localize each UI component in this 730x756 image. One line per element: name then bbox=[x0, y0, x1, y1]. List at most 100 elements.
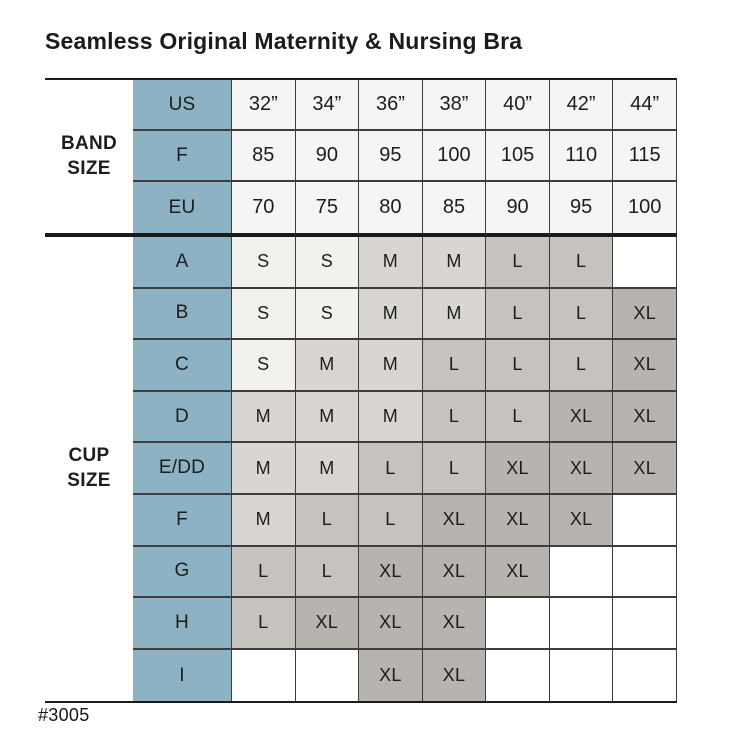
cup-size-label: CUP SIZE bbox=[45, 237, 133, 702]
empty-cell bbox=[486, 598, 550, 650]
band-value-cell: 42” bbox=[549, 80, 614, 131]
empty-cell bbox=[613, 237, 677, 289]
cup-row-header-d: D bbox=[133, 391, 232, 444]
band-row-header-us: US bbox=[133, 80, 232, 131]
cup-size-cell: S bbox=[295, 237, 360, 289]
band-value-cell: 90 bbox=[295, 131, 360, 182]
cup-size-cell: XL bbox=[422, 494, 487, 547]
band-value-cell: 44” bbox=[613, 80, 677, 131]
cup-size-cell: M bbox=[232, 494, 296, 547]
empty-cell bbox=[549, 649, 614, 702]
empty-cell bbox=[549, 598, 614, 650]
band-value-cell: 70 bbox=[232, 182, 296, 233]
cup-size-cell: L bbox=[549, 288, 614, 341]
band-value-cell: 100 bbox=[422, 131, 487, 182]
section-divider bbox=[45, 233, 677, 237]
cup-size-cell: M bbox=[295, 443, 360, 495]
empty-cell bbox=[295, 649, 360, 702]
band-value-cell: 34” bbox=[295, 80, 360, 131]
empty-cell bbox=[549, 546, 614, 599]
cup-size-cell: XL bbox=[486, 443, 550, 495]
band-value-cell: 95 bbox=[359, 131, 423, 182]
cup-size-section: CUP SIZE A S S M M L L B S S M M L L XL C S M M L L L XL D M M M L L X… bbox=[45, 237, 677, 702]
band-value-cell: 100 bbox=[613, 182, 677, 233]
cup-row-header-f: F bbox=[133, 494, 232, 547]
band-value-cell: 85 bbox=[232, 131, 296, 182]
size-chart-table: BAND SIZE US 32” 34” 36” 38” 40” 42” 44” F 85 90 95 1… bbox=[45, 78, 677, 704]
cup-size-cell: M bbox=[295, 391, 360, 444]
band-row-header-eu: EU bbox=[133, 182, 232, 233]
cup-row-header-c: C bbox=[133, 340, 232, 392]
band-value-cell: 110 bbox=[549, 131, 614, 182]
cup-size-cell: XL bbox=[295, 598, 360, 650]
cup-size-cell: L bbox=[549, 340, 614, 392]
cup-size-cell: L bbox=[486, 237, 550, 289]
cup-size-cell: XL bbox=[549, 494, 614, 547]
band-value-cell: 105 bbox=[486, 131, 550, 182]
cup-size-cell: M bbox=[359, 340, 423, 392]
band-size-section: BAND SIZE US 32” 34” 36” 38” 40” 42” 44” F 85 90 95 1… bbox=[45, 80, 677, 233]
empty-cell bbox=[232, 649, 296, 702]
cup-row-header-h: H bbox=[133, 598, 232, 650]
cup-size-cell: M bbox=[232, 443, 296, 495]
cup-size-cell: S bbox=[232, 288, 296, 341]
band-value-cell: 80 bbox=[359, 182, 423, 233]
cup-row-header-a: A bbox=[133, 237, 232, 289]
cup-row-header-g: G bbox=[133, 546, 232, 599]
band-value-cell: 95 bbox=[549, 182, 614, 233]
cup-size-cell: XL bbox=[549, 443, 614, 495]
cup-size-cell: M bbox=[359, 288, 423, 341]
empty-cell bbox=[613, 649, 677, 702]
cup-row-header-e-dd: E/DD bbox=[133, 443, 232, 495]
cup-size-cell: S bbox=[232, 237, 296, 289]
cup-size-cell: L bbox=[422, 391, 487, 444]
empty-cell bbox=[613, 546, 677, 599]
cup-size-cell: XL bbox=[613, 443, 677, 495]
cup-row-header-i: I bbox=[133, 649, 232, 702]
cup-size-cell: XL bbox=[422, 546, 487, 599]
cup-size-cell: L bbox=[295, 546, 360, 599]
cup-size-cell: L bbox=[486, 288, 550, 341]
band-value-cell: 32” bbox=[232, 80, 296, 131]
cup-row-header-b: B bbox=[133, 288, 232, 341]
cup-size-cell: M bbox=[359, 237, 423, 289]
cup-size-cell: L bbox=[295, 494, 360, 547]
band-value-cell: 36” bbox=[359, 80, 423, 131]
empty-cell bbox=[486, 649, 550, 702]
band-value-cell: 85 bbox=[422, 182, 487, 233]
cup-size-cell: XL bbox=[613, 288, 677, 341]
band-value-cell: 115 bbox=[613, 131, 677, 182]
band-value-cell: 75 bbox=[295, 182, 360, 233]
empty-cell bbox=[613, 494, 677, 547]
band-size-label: BAND SIZE bbox=[45, 80, 133, 233]
cup-size-cell: XL bbox=[613, 340, 677, 392]
cup-size-cell: M bbox=[422, 288, 487, 341]
cup-size-cell: M bbox=[359, 391, 423, 444]
cup-size-cell: XL bbox=[422, 598, 487, 650]
cup-size-cell: XL bbox=[422, 649, 487, 702]
cup-size-cell: M bbox=[295, 340, 360, 392]
cup-size-cell: XL bbox=[359, 598, 423, 650]
cup-size-cell: L bbox=[232, 598, 296, 650]
cup-size-cell: L bbox=[359, 443, 423, 495]
cup-size-cell: XL bbox=[486, 494, 550, 547]
cup-size-cell: L bbox=[549, 237, 614, 289]
cup-size-cell: L bbox=[422, 443, 487, 495]
band-row-header-f: F bbox=[133, 131, 232, 182]
cup-size-cell: XL bbox=[549, 391, 614, 444]
cup-size-cell: XL bbox=[359, 546, 423, 599]
empty-cell bbox=[613, 598, 677, 650]
cup-size-cell: L bbox=[422, 340, 487, 392]
cup-size-cell: L bbox=[486, 391, 550, 444]
band-value-cell: 40” bbox=[486, 80, 550, 131]
band-value-cell: 38” bbox=[422, 80, 487, 131]
cup-size-cell: XL bbox=[359, 649, 423, 702]
cup-size-cell: L bbox=[232, 546, 296, 599]
cup-size-cell: XL bbox=[486, 546, 550, 599]
product-code: #3005 bbox=[38, 705, 90, 725]
cup-size-cell: S bbox=[232, 340, 296, 392]
cup-size-cell: M bbox=[232, 391, 296, 444]
cup-size-cell: L bbox=[486, 340, 550, 392]
cup-size-cell: XL bbox=[613, 391, 677, 444]
band-value-cell: 90 bbox=[486, 182, 550, 233]
